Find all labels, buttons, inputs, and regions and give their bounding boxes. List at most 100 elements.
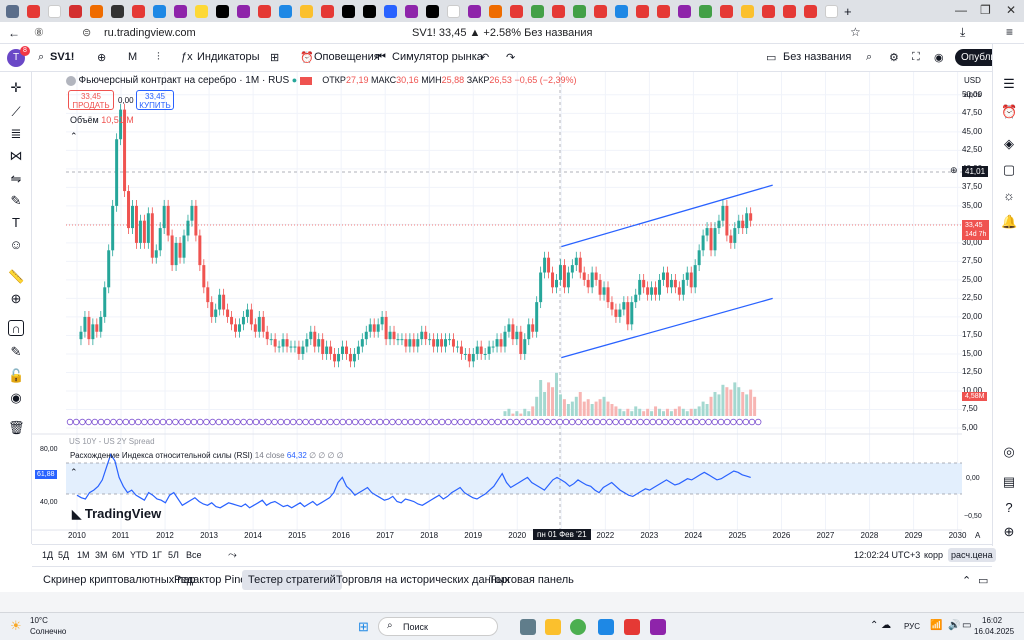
tab-icon[interactable] [741, 4, 754, 18]
settings-icon[interactable]: ⚙ [889, 52, 899, 64]
indicators-button[interactable]: Индикаторы [197, 51, 260, 63]
tab-icon[interactable] [825, 4, 838, 18]
start-icon[interactable]: ⊞ [358, 619, 369, 634]
tab-icon[interactable] [615, 4, 628, 18]
clock-time[interactable]: 16:02 [982, 616, 1003, 625]
url-field[interactable]: ru.tradingview.com [104, 27, 196, 39]
adjust-button[interactable]: корр [924, 550, 944, 560]
wifi-icon[interactable]: 📶 [930, 620, 943, 631]
text-icon[interactable]: T [12, 215, 20, 230]
tab-icon[interactable] [426, 4, 439, 18]
tab-icon[interactable] [762, 4, 775, 18]
clock[interactable]: 12:02:24 UTC+3 [854, 550, 921, 560]
restore-icon[interactable]: ❐ [980, 3, 991, 17]
tab-icon[interactable] [174, 4, 187, 18]
tradingview-logo[interactable]: ◣ TradingView [72, 506, 161, 521]
weather-desc[interactable]: Солнечно [30, 627, 67, 636]
tray-icons[interactable]: ⌃ ☁ [870, 620, 892, 631]
minimize-icon[interactable]: — [955, 3, 967, 17]
range-button[interactable]: 3М [95, 550, 108, 560]
replay-button[interactable]: Симулятор рынка [392, 51, 483, 63]
legend-title[interactable]: Фьючерсный контракт на серебро · 1М · RU… [78, 75, 290, 86]
tab-icon[interactable] [720, 4, 733, 18]
tab-icon[interactable] [300, 4, 313, 18]
tab-icon[interactable] [804, 4, 817, 18]
rsi-legend[interactable]: Расхождение Индекса относительной силы (… [70, 451, 344, 460]
lock-drawings-icon[interactable]: ✎ [10, 344, 22, 359]
currency-label[interactable]: USD [964, 76, 981, 85]
tab-icon[interactable] [216, 4, 229, 18]
close-window-icon[interactable]: ✕ [1006, 3, 1017, 17]
indicators-icon[interactable]: ƒx [181, 51, 193, 63]
alert-icon[interactable]: ⏰ [300, 52, 314, 64]
price-axis[interactable]: USD ароз [962, 72, 992, 530]
ideas-icon[interactable]: ☼ [1003, 188, 1015, 203]
maximize-panel-icon[interactable]: ▭ [978, 575, 989, 587]
range-button[interactable]: YTD [130, 550, 148, 560]
emoji-icon[interactable]: ☺ [9, 237, 23, 252]
store-icon[interactable] [598, 619, 614, 635]
snapshot-icon[interactable]: ◉ [934, 52, 944, 64]
replay-icon[interactable]: ⏮ [376, 51, 386, 63]
notifications-icon[interactable]: 🔔 [1001, 214, 1018, 229]
range-button[interactable]: Все [186, 550, 202, 560]
pattern-icon[interactable]: ⋈ [9, 148, 23, 163]
add-alert-icon[interactable]: ⊕ [950, 165, 958, 175]
panel-tab-screener[interactable]: Скринер криптовалютных пар [43, 574, 196, 586]
tab-icon[interactable] [237, 4, 250, 18]
help-icon[interactable]: ? [1005, 500, 1013, 515]
tab-icon[interactable] [594, 4, 607, 18]
tab-icon[interactable] [699, 4, 712, 18]
channel-lower-line[interactable] [561, 297, 773, 359]
trendline-icon[interactable]: ⟋ [11, 104, 21, 119]
yandex-icon[interactable] [624, 619, 640, 635]
collapse-rsi-icon[interactable]: ⌃ [70, 467, 78, 477]
eye-icon[interactable]: ◉ [10, 390, 22, 405]
tab-icon[interactable] [531, 4, 544, 18]
panel-tab-replay[interactable]: Торговля на исторических данных [336, 574, 511, 586]
battery-icon[interactable]: ▭ [962, 620, 972, 631]
settlement-button[interactable]: расч.цена [948, 548, 996, 562]
zoom-icon[interactable]: ⊕ [10, 291, 22, 306]
trash-icon[interactable]: 🗑 [8, 420, 25, 435]
fullscreen-icon[interactable]: ⛶ [912, 51, 920, 63]
tab-icon[interactable] [405, 4, 418, 18]
spread-overlay-label[interactable]: US 10Y - US 2Y Spread [69, 437, 155, 446]
fib-icon[interactable]: ≣ [10, 126, 22, 141]
quick-search-icon[interactable]: ⌕ [866, 51, 873, 63]
panel-tab-tester[interactable]: Тестер стратегий [242, 570, 342, 590]
tab-icon[interactable] [783, 4, 796, 18]
search-icon[interactable]: ⌕ [38, 51, 45, 63]
calendar-icon[interactable]: ▤ [1002, 474, 1016, 489]
chat-icon[interactable]: ▢ [1002, 162, 1016, 177]
explorer-icon[interactable] [545, 619, 561, 635]
unit-label[interactable]: ароз [964, 90, 981, 99]
redo-icon[interactable]: ↷ [506, 52, 516, 64]
tab-icon[interactable] [384, 4, 397, 18]
tab-icon[interactable] [363, 4, 376, 18]
range-button[interactable]: 1Д [42, 550, 54, 560]
interval-button[interactable]: М [128, 51, 138, 63]
tab-icon[interactable] [552, 4, 565, 18]
buy-button[interactable]: 33,45 КУПИТЬ [136, 90, 174, 110]
panel-tab-pine[interactable]: Редактор Pine [174, 574, 247, 586]
tab-icon[interactable] [132, 4, 145, 18]
volume-icon[interactable]: 🔊 [948, 620, 961, 631]
tab-icon[interactable] [279, 4, 292, 18]
tab-icon[interactable] [69, 4, 82, 18]
tab-icon[interactable] [657, 4, 670, 18]
range-button[interactable]: 1Г [152, 550, 162, 560]
search-box[interactable]: ⌕ Поиск [378, 617, 498, 636]
tab-icon[interactable] [510, 4, 523, 18]
tab-icon[interactable] [447, 4, 460, 18]
menu-icon[interactable]: ≡ [1006, 25, 1014, 39]
brush-icon[interactable]: ✎ [10, 193, 22, 208]
range-button[interactable]: 6М [112, 550, 125, 560]
sell-button[interactable]: 33,45 ПРОДАТЬ [68, 90, 114, 110]
tab-icon[interactable] [27, 4, 40, 18]
tab-icon[interactable] [321, 4, 334, 18]
tab-icon[interactable] [90, 4, 103, 18]
more-icon[interactable]: ⊕ [1003, 524, 1015, 539]
clock-date[interactable]: 16.04.2025 [974, 627, 1015, 636]
language[interactable]: РУС [904, 622, 921, 631]
